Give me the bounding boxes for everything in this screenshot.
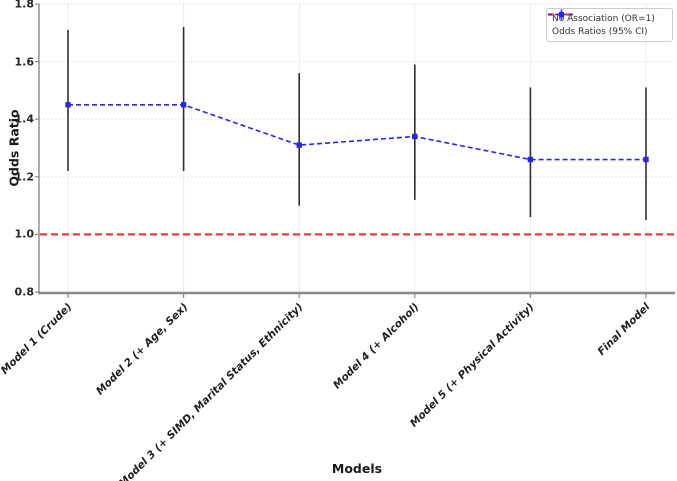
y-tick-label: 1.4 (14, 112, 35, 126)
odds-ratio-marker (65, 102, 71, 108)
y-tick-label: 1.2 (14, 170, 35, 184)
odds-ratio-marker (412, 133, 418, 140)
odds-ratio-marker (643, 156, 649, 163)
x-axis-title: Models (331, 461, 383, 476)
y-tick-label: 0.8 (14, 285, 35, 299)
y-tick-label: 1.8 (14, 0, 35, 11)
odds-ratio-line (68, 104, 646, 161)
blue-errorbar-sample (548, 9, 575, 20)
odds-ratio-marker (296, 142, 302, 148)
legend-item-odds-ratios: Odds Ratios (95% CI) (548, 9, 666, 38)
legend-label-odds-ratios: Odds Ratios (95% CI) (552, 26, 648, 37)
legend: No Association (OR=1) Odds Ratios (95% C… (546, 8, 673, 42)
y-tick-label: 1.0 (14, 227, 35, 241)
y-tick-label: 1.6 (14, 55, 35, 69)
legend-label-no-association: No Association (OR=1) (552, 13, 655, 24)
odds-ratio-marker (527, 156, 534, 163)
odds-ratio-marker (180, 102, 187, 108)
